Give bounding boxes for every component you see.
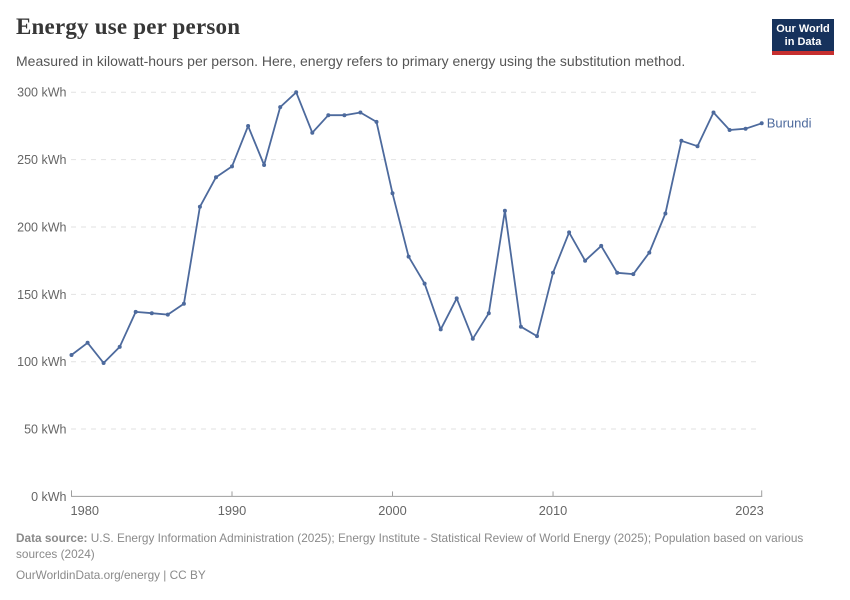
entity-label[interactable]: Burundi bbox=[767, 116, 812, 131]
data-point-2000[interactable] bbox=[390, 191, 395, 196]
page-title: Energy use per person bbox=[16, 14, 241, 39]
data-point-1999[interactable] bbox=[374, 119, 379, 124]
data-point-2018[interactable] bbox=[679, 138, 684, 143]
data-point-1998[interactable] bbox=[358, 110, 363, 115]
data-point-1994[interactable] bbox=[294, 90, 299, 95]
data-source-label: Data source: bbox=[16, 531, 88, 545]
data-point-2021[interactable] bbox=[727, 128, 732, 132]
data-point-1992[interactable] bbox=[262, 163, 267, 167]
x-tick-label-2000: 2000 bbox=[378, 503, 406, 518]
license-line[interactable]: OurWorldinData.org/energy | CC BY bbox=[16, 568, 206, 583]
data-point-1983[interactable] bbox=[117, 344, 122, 349]
x-tick-label-2010: 2010 bbox=[539, 503, 567, 518]
data-point-1984[interactable] bbox=[133, 309, 138, 314]
data-point-2007[interactable] bbox=[502, 208, 507, 213]
owid-logo-line2: in Data bbox=[784, 35, 822, 48]
data-point-2022[interactable] bbox=[743, 126, 748, 131]
owid-logo-line1: Our World bbox=[776, 23, 830, 35]
y-tick-label-300: 300 kWh bbox=[17, 86, 66, 100]
data-point-1997[interactable] bbox=[342, 113, 347, 118]
data-point-2023[interactable] bbox=[759, 121, 764, 126]
data-point-1989[interactable] bbox=[214, 175, 218, 180]
data-point-1995[interactable] bbox=[310, 130, 315, 135]
data-point-2004[interactable] bbox=[454, 296, 459, 301]
data-point-1988[interactable] bbox=[197, 204, 202, 209]
data-point-2014[interactable] bbox=[615, 270, 620, 275]
data-point-1985[interactable] bbox=[149, 311, 154, 316]
data-point-1996[interactable] bbox=[326, 113, 331, 118]
data-point-2017[interactable] bbox=[663, 211, 668, 216]
y-tick-label-200: 200 kWh bbox=[17, 220, 66, 234]
owid-logo[interactable]: Our World in Data bbox=[772, 19, 834, 55]
data-source-text: U.S. Energy Information Administration (… bbox=[16, 531, 804, 561]
data-point-2013[interactable] bbox=[599, 243, 604, 248]
data-point-1987[interactable] bbox=[181, 301, 186, 306]
x-tick-label-1990: 1990 bbox=[218, 503, 246, 518]
data-point-1981[interactable] bbox=[85, 340, 90, 345]
data-point-1993[interactable] bbox=[278, 105, 283, 110]
data-point-2009[interactable] bbox=[535, 334, 539, 339]
data-point-1991[interactable] bbox=[246, 124, 251, 128]
x-tick-label-1980: 1980 bbox=[71, 503, 99, 518]
data-point-2019[interactable] bbox=[695, 144, 700, 149]
data-point-2015[interactable] bbox=[631, 272, 636, 277]
data-point-2010[interactable] bbox=[551, 270, 555, 275]
y-tick-label-0: 0 kWh bbox=[31, 490, 66, 504]
data-source-line: Data source: U.S. Energy Information Adm… bbox=[16, 531, 822, 562]
data-point-2008[interactable] bbox=[518, 324, 523, 329]
data-point-2005[interactable] bbox=[470, 336, 475, 341]
series-line-burundi[interactable] bbox=[70, 91, 763, 364]
data-point-2012[interactable] bbox=[583, 258, 588, 263]
y-tick-label-50: 50 kWh bbox=[24, 422, 66, 436]
y-tick-label-150: 150 kWh bbox=[17, 288, 66, 302]
x-tick-label-2023: 2023 bbox=[735, 503, 763, 518]
data-point-2020[interactable] bbox=[711, 110, 716, 115]
data-point-1982[interactable] bbox=[101, 361, 106, 365]
data-point-1990[interactable] bbox=[230, 164, 234, 169]
chart-footer: Data source: U.S. Energy Information Adm… bbox=[16, 531, 822, 584]
data-point-2002[interactable] bbox=[422, 281, 427, 286]
chart-subtitle: Measured in kilowatt-hours per person. H… bbox=[16, 53, 686, 69]
data-point-1986[interactable] bbox=[165, 312, 170, 317]
data-point-2001[interactable] bbox=[406, 254, 411, 259]
data-point-2011[interactable] bbox=[567, 230, 572, 235]
data-point-2003[interactable] bbox=[438, 327, 443, 332]
data-point-1980[interactable] bbox=[69, 353, 74, 357]
y-tick-label-100: 100 kWh bbox=[17, 355, 66, 369]
data-point-2016[interactable] bbox=[647, 250, 652, 255]
y-tick-label-250: 250 kWh bbox=[17, 153, 66, 167]
data-point-2006[interactable] bbox=[486, 311, 491, 316]
